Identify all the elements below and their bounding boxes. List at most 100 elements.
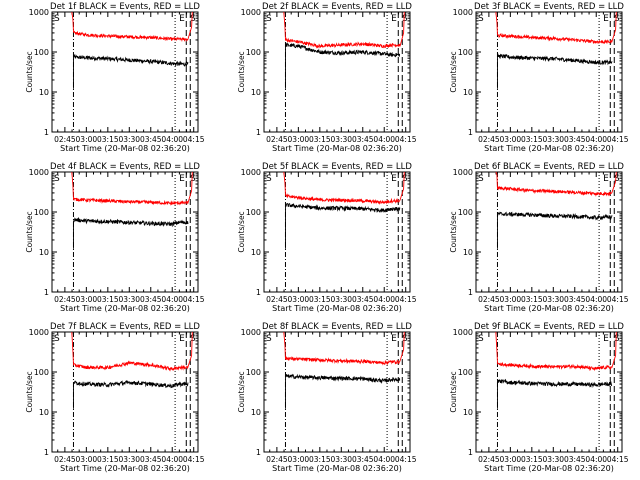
y-tick-label: 1 [44, 128, 49, 137]
plot-frame [475, 11, 623, 133]
lld-series-line [495, 11, 617, 45]
marker-label-s: S [266, 174, 272, 184]
x-tick-label: 04:00 [373, 135, 395, 144]
panel-det-1: Det 1f BLACK = Events, RED = LLD 1 10 100 10… [25, 2, 205, 153]
y-axis-label: Counts/sec [25, 51, 34, 92]
y-axis-label: Counts/sec [237, 51, 246, 92]
y-tick-label: 1000 [241, 328, 261, 337]
x-tick-label: 03:45 [352, 455, 374, 464]
marker-label-s: S [402, 14, 408, 24]
x-tick-label: 04:15 [395, 455, 417, 464]
y-axis-label: Counts/sec [237, 211, 246, 252]
x-tick-label: 03:15 [309, 135, 331, 144]
x-tick-label: 02:45 [266, 295, 288, 304]
x-tick-label: 03:00 [288, 135, 310, 144]
x-tick-label: 03:45 [564, 135, 586, 144]
marker-label-e: E [179, 174, 185, 184]
x-tick-label: 04:00 [585, 455, 607, 464]
x-tick-label: 03:30 [330, 135, 352, 144]
x-tick-label: 03:30 [542, 135, 564, 144]
x-tick-label: 03:15 [309, 455, 331, 464]
y-tick-label: 1000 [29, 328, 49, 337]
x-tick-label: 02:45 [266, 135, 288, 144]
events-series-line [73, 380, 189, 409]
x-tick-label: 04:00 [585, 135, 607, 144]
y-tick-label: 10 [251, 248, 261, 257]
panel-det-2: Det 2f BLACK = Events, RED = LLD 1 10 100 10… [237, 2, 417, 153]
x-tick-label: 03:30 [118, 295, 140, 304]
x-tick-label: 02:45 [478, 135, 500, 144]
y-axis-label: Counts/sec [237, 371, 246, 412]
panel-title: Det 4f BLACK = Events, RED = LLD [50, 162, 200, 172]
plot-frame [475, 331, 623, 453]
lld-series-line [283, 11, 405, 49]
y-tick-label: 100 [458, 368, 473, 377]
plot-frame [263, 11, 411, 133]
y-tick-label: 1 [468, 448, 473, 457]
y-tick-label: 10 [39, 408, 49, 417]
x-tick-label: 03:30 [542, 295, 564, 304]
y-tick-label: 100 [246, 368, 261, 377]
x-tick-label: 03:45 [352, 135, 374, 144]
y-tick-label: 100 [458, 48, 473, 57]
plot-frame [263, 171, 411, 293]
x-tick-label: 02:45 [54, 135, 76, 144]
y-axis-label: Counts/sec [449, 211, 458, 252]
marker-label-s: S [190, 14, 196, 24]
panel-det-3: Det 3f BLACK = Events, RED = LLD 1 10 100 10… [449, 2, 629, 153]
lld-series-line [495, 331, 617, 372]
panel-title: Det 1f BLACK = Events, RED = LLD [50, 2, 200, 12]
marker-label-e: E [179, 334, 185, 344]
y-axis-label: Counts/sec [449, 371, 458, 412]
x-tick-label: 03:30 [118, 135, 140, 144]
marker-label-e: E [603, 334, 609, 344]
y-tick-label: 10 [463, 408, 473, 417]
x-axis-label: Start Time (20-Mar-08 02:36:20) [484, 304, 614, 313]
y-tick-label: 1000 [453, 168, 473, 177]
x-tick-label: 02:45 [54, 455, 76, 464]
x-axis-label: Start Time (20-Mar-08 02:36:20) [60, 464, 190, 473]
marker-label-s: S [54, 14, 60, 24]
y-tick-label: 1 [44, 288, 49, 297]
x-tick-label: 03:00 [500, 455, 522, 464]
panel-title: Det 6f BLACK = Events, RED = LLD [474, 162, 624, 172]
x-tick-label: 03:45 [564, 455, 586, 464]
y-tick-label: 1 [256, 288, 261, 297]
marker-label-e: E [391, 174, 397, 184]
events-series-line [73, 217, 189, 249]
x-tick-label: 04:15 [607, 135, 629, 144]
y-tick-label: 1 [468, 288, 473, 297]
events-series-line [497, 378, 613, 409]
x-tick-label: 03:00 [76, 455, 98, 464]
panel-title: Det 8f BLACK = Events, RED = LLD [262, 322, 412, 332]
x-tick-label: 04:00 [161, 135, 183, 144]
marker-label-s: S [478, 334, 484, 344]
marker-label-s: S [478, 14, 484, 24]
x-tick-label: 02:45 [266, 455, 288, 464]
lld-series-line [283, 331, 405, 366]
events-series-line [285, 373, 401, 409]
marker-label-s: S [614, 334, 620, 344]
x-axis-label: Start Time (20-Mar-08 02:36:20) [60, 144, 190, 153]
x-tick-label: 03:15 [97, 455, 119, 464]
events-series-line [285, 202, 401, 249]
marker-label-s: S [54, 174, 60, 184]
y-tick-label: 1 [256, 448, 261, 457]
plot-frame [263, 331, 411, 453]
y-tick-label: 1000 [241, 8, 261, 17]
x-tick-label: 03:00 [500, 295, 522, 304]
x-tick-label: 03:00 [76, 135, 98, 144]
panel-det-6: Det 6f BLACK = Events, RED = LLD 1 10 100 10… [449, 162, 629, 313]
y-tick-label: 1000 [241, 168, 261, 177]
x-tick-label: 04:15 [183, 135, 205, 144]
x-axis-label: Start Time (20-Mar-08 02:36:20) [60, 304, 190, 313]
x-tick-label: 04:15 [183, 295, 205, 304]
x-axis-label: Start Time (20-Mar-08 02:36:20) [272, 304, 402, 313]
x-tick-label: 03:45 [352, 295, 374, 304]
plot-frame [51, 171, 199, 293]
marker-label-s: S [614, 174, 620, 184]
events-series-line [73, 53, 189, 89]
y-axis-label: Counts/sec [449, 51, 458, 92]
plot-frame [475, 171, 623, 293]
